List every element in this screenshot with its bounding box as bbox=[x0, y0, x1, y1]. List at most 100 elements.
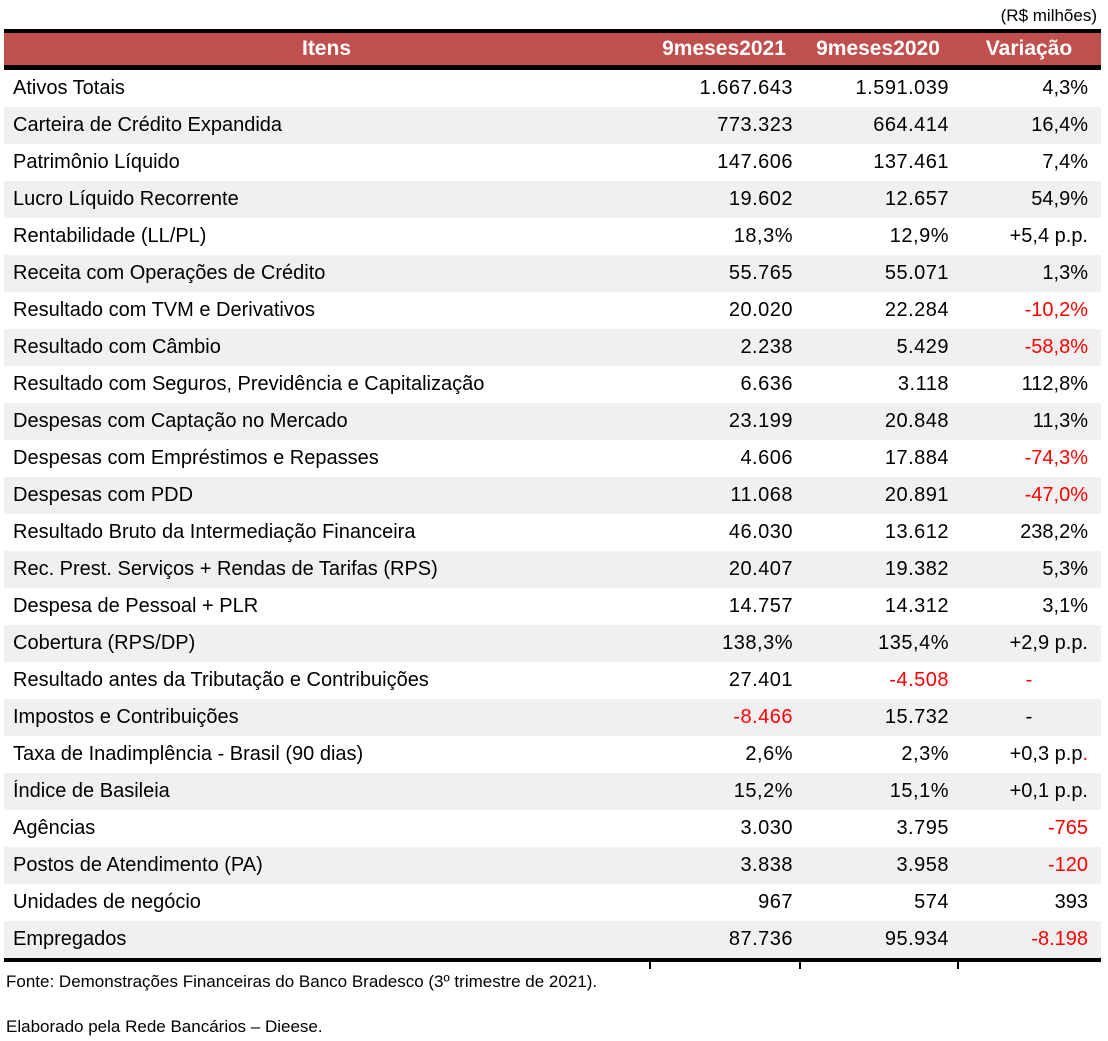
cell-9meses2021: 3.838 bbox=[740, 854, 793, 876]
cell-9meses2021: 3.030 bbox=[740, 817, 793, 839]
cell-variacao: -8.198 bbox=[1031, 928, 1088, 950]
table-row: Despesas com Empréstimos e Repasses 4.606… bbox=[4, 440, 1101, 477]
table-row: Rentabilidade (LL/PL) 18,3% 12,9% +5,4 p.p. bbox=[4, 218, 1101, 255]
cell-9meses2021: 147.606 bbox=[717, 151, 793, 173]
cell-item: Impostos e Contribuições bbox=[13, 706, 239, 728]
cell-9meses2021: 23.199 bbox=[728, 410, 793, 432]
cell-9meses2021: 1.667.643 bbox=[699, 77, 793, 99]
cell-9meses2021: 19.602 bbox=[728, 188, 793, 210]
cell-item: Resultado com Seguros, Previdência e Cap… bbox=[13, 373, 485, 395]
cell-variacao: 3,1% bbox=[1042, 595, 1088, 617]
cell-variacao: 11,3% bbox=[1032, 410, 1088, 432]
unit-note: (R$ milhões) bbox=[1000, 6, 1097, 25]
table-row: Ativos Totais 1.667.643 1.591.039 4,3% bbox=[4, 70, 1101, 107]
cell-item: Rec. Prest. Serviços + Rendas de Tarifas… bbox=[13, 558, 438, 580]
cell-9meses2020: 5.429 bbox=[896, 336, 949, 358]
cell-variacao: +0,1 p.p. bbox=[1009, 780, 1088, 802]
cell-9meses2021: 46.030 bbox=[728, 521, 793, 543]
cell-variacao: 112,8% bbox=[1021, 373, 1088, 395]
cell-9meses2020: 22.284 bbox=[884, 299, 949, 321]
cell-9meses2021: 14.757 bbox=[728, 595, 793, 617]
credit-note: Elaborado pela Rede Bancários – Dieese. bbox=[6, 1017, 323, 1036]
cell-item: Carteira de Crédito Expandida bbox=[13, 114, 283, 136]
cell-9meses2020: 137.461 bbox=[873, 151, 949, 173]
cell-variacao: 1,3% bbox=[1042, 262, 1088, 284]
table-row: Rec. Prest. Serviços + Rendas de Tarifas… bbox=[4, 551, 1101, 588]
cell-item: Ativos Totais bbox=[13, 77, 125, 99]
cell-9meses2020: 135,4% bbox=[878, 632, 949, 654]
cell-9meses2021: -8.466 bbox=[733, 706, 793, 728]
cell-item: Patrimônio Líquido bbox=[13, 151, 180, 173]
cell-variacao: 5,3% bbox=[1042, 558, 1088, 580]
table-row: Resultado com TVM e Derivativos 20.020 22.… bbox=[4, 292, 1101, 329]
cell-item: Cobertura (RPS/DP) bbox=[13, 632, 196, 654]
table-row: Agências 3.030 3.795 -765 bbox=[4, 810, 1101, 847]
table-footer: Fonte: Demonstrações Financeiras do Banc… bbox=[6, 972, 1108, 1037]
table-row: Resultado Bruto da Intermediação Finance… bbox=[4, 514, 1101, 551]
cell-item: Índice de Basileia bbox=[13, 780, 170, 802]
cell-variacao: 238,2% bbox=[1020, 521, 1088, 543]
column-divider-tick bbox=[649, 962, 651, 969]
cell-variacao: -10,2% bbox=[1024, 299, 1088, 321]
cell-9meses2020: 20.891 bbox=[884, 484, 949, 506]
source-note: Fonte: Demonstrações Financeiras do Banc… bbox=[6, 972, 598, 991]
cell-9meses2021: 138,3% bbox=[722, 632, 793, 654]
cell-9meses2021: 773.323 bbox=[717, 114, 793, 136]
cell-9meses2021: 55.765 bbox=[728, 262, 793, 284]
cell-variacao: 393 bbox=[1054, 891, 1088, 913]
column-header-9meses2021: 9meses2021 bbox=[662, 37, 786, 60]
table-row: Resultado com Câmbio 2.238 5.429 -58,8% bbox=[4, 329, 1101, 366]
cell-9meses2021: 967 bbox=[758, 891, 793, 913]
column-divider-tick bbox=[957, 962, 959, 969]
cell-9meses2020: 12.657 bbox=[884, 188, 949, 210]
cell-variacao: 54,9% bbox=[1031, 188, 1088, 210]
table-row: Impostos e Contribuições -8.466 15.732 - bbox=[4, 699, 1101, 736]
table-row: Despesas com Captação no Mercado 23.199 20… bbox=[4, 403, 1101, 440]
cell-9meses2020: 14.312 bbox=[884, 595, 949, 617]
cell-9meses2020: 3.118 bbox=[897, 373, 949, 395]
cell-variacao: -47,0% bbox=[1024, 484, 1088, 506]
cell-9meses2020: 3.795 bbox=[896, 817, 949, 839]
cell-item: Lucro Líquido Recorrente bbox=[13, 188, 239, 210]
cell-9meses2021: 11.068 bbox=[730, 484, 793, 506]
table-row: Resultado antes da Tributação e Contribu… bbox=[4, 662, 1101, 699]
cell-variacao: +5,4 p.p. bbox=[1009, 225, 1088, 247]
column-header-variacao: Variação bbox=[985, 37, 1073, 60]
cell-9meses2020: 95.934 bbox=[884, 928, 949, 950]
cell-variacao: 7,4% bbox=[1042, 151, 1088, 173]
table-row: Patrimônio Líquido 147.606 137.461 7,4% bbox=[4, 144, 1101, 181]
cell-9meses2020: 15,1% bbox=[889, 780, 949, 802]
cell-item: Despesas com PDD bbox=[13, 484, 194, 506]
cell-9meses2021: 6.636 bbox=[740, 373, 793, 395]
cell-9meses2021: 2.238 bbox=[740, 336, 793, 358]
table-body: Ativos Totais 1.667.643 1.591.039 4,3% Carte… bbox=[4, 70, 1101, 958]
cell-9meses2021: 2,6% bbox=[745, 743, 793, 765]
table-row: Receita com Operações de Crédito 55.765 55… bbox=[4, 255, 1101, 292]
cell-item: Rentabilidade (LL/PL) bbox=[13, 225, 207, 247]
cell-9meses2021: 20.407 bbox=[728, 558, 793, 580]
cell-9meses2021: 87.736 bbox=[728, 928, 793, 950]
cell-9meses2020: 19.382 bbox=[884, 558, 949, 580]
cell-9meses2021: 27.401 bbox=[728, 669, 793, 691]
cell-item: Agências bbox=[13, 817, 96, 839]
cell-item: Resultado com Câmbio bbox=[13, 336, 221, 358]
cell-9meses2020: 2,3% bbox=[901, 743, 949, 765]
cell-variacao: -74,3% bbox=[1024, 447, 1088, 469]
cell-9meses2020: 3.958 bbox=[896, 854, 949, 876]
cell-9meses2020: 55.071 bbox=[884, 262, 949, 284]
cell-variacao: - bbox=[1025, 669, 1033, 691]
cell-item: Receita com Operações de Crédito bbox=[13, 262, 326, 284]
cell-variacao: - bbox=[1025, 706, 1033, 728]
table-row: Taxa de Inadimplência - Brasil (90 dias)… bbox=[4, 736, 1101, 773]
table-row: Despesas com PDD 11.068 20.891 -47,0% bbox=[4, 477, 1101, 514]
column-divider-tick bbox=[799, 962, 801, 969]
cell-item: Despesa de Pessoal + PLR bbox=[13, 595, 259, 617]
table-row: Postos de Atendimento (PA) 3.838 3.958 -120 bbox=[4, 847, 1101, 884]
cell-9meses2020: 20.848 bbox=[884, 410, 949, 432]
cell-9meses2021: 4.606 bbox=[740, 447, 793, 469]
cell-9meses2021: 18,3% bbox=[733, 225, 793, 247]
cell-9meses2020: 13.612 bbox=[884, 521, 949, 543]
table-row: Despesa de Pessoal + PLR 14.757 14.312 3,1% bbox=[4, 588, 1101, 625]
cell-item: Unidades de negócio bbox=[13, 891, 201, 913]
